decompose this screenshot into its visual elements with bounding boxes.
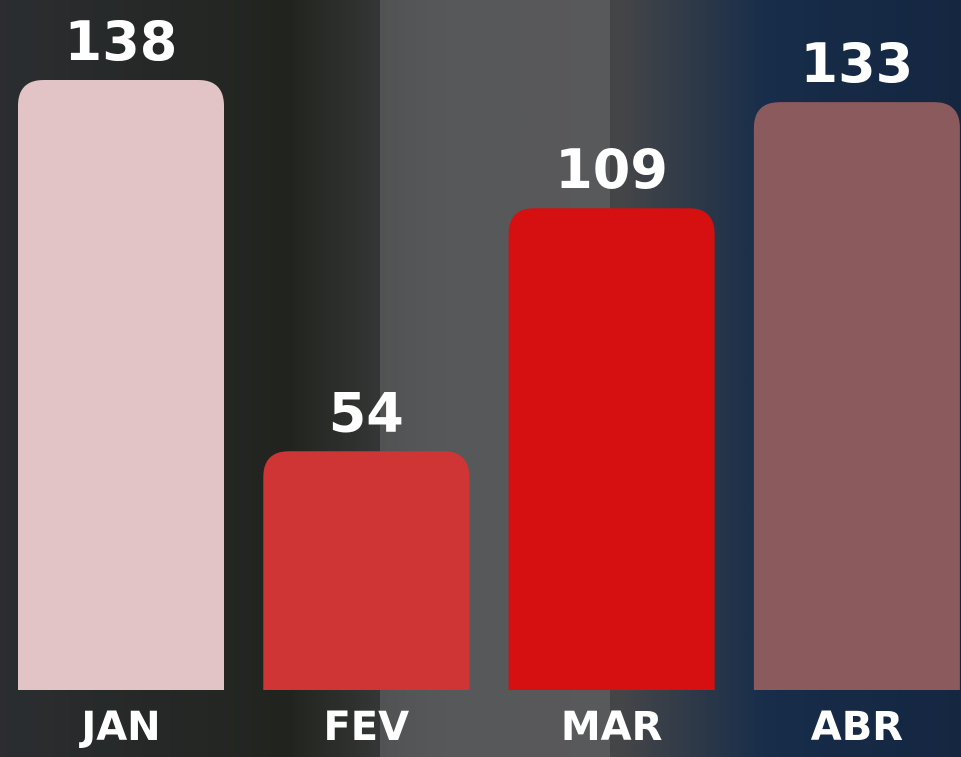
- value-label: 109: [555, 138, 668, 201]
- bar: [18, 80, 224, 690]
- bar: [263, 451, 470, 690]
- bar: [508, 208, 715, 690]
- x-tick-label: ABR: [811, 704, 903, 750]
- value-label: 138: [65, 10, 178, 73]
- x-tick-label: JAN: [78, 704, 160, 750]
- value-label: 133: [801, 32, 914, 95]
- x-tick-label: FEV: [323, 704, 409, 750]
- bar: [753, 102, 960, 691]
- x-tick-label: MAR: [561, 704, 663, 750]
- value-label: 54: [329, 381, 404, 444]
